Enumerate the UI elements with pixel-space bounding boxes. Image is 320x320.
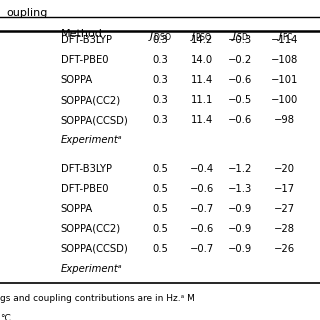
Text: −0.7: −0.7: [189, 244, 214, 254]
Text: −27: −27: [274, 204, 295, 214]
Text: −1.2: −1.2: [228, 164, 252, 173]
Text: gs and coupling contributions are in Hz.ᵃ M: gs and coupling contributions are in Hz.…: [0, 294, 195, 303]
Text: $J_\mathrm{DSO}$: $J_\mathrm{DSO}$: [148, 29, 172, 43]
Text: DFT-B3LYP: DFT-B3LYP: [61, 164, 112, 173]
Text: 14.0: 14.0: [190, 55, 213, 65]
Text: −0.6: −0.6: [228, 75, 252, 85]
Text: Method: Method: [61, 29, 103, 39]
Text: −0.9: −0.9: [228, 224, 252, 234]
Text: −26: −26: [274, 244, 295, 254]
Text: 14.2: 14.2: [190, 35, 213, 45]
Text: −0.4: −0.4: [189, 164, 214, 173]
Text: −0.6: −0.6: [189, 224, 214, 234]
Text: $J_\mathrm{FC}$: $J_\mathrm{FC}$: [276, 29, 293, 43]
Text: −0.6: −0.6: [189, 184, 214, 194]
Text: −0.6: −0.6: [228, 116, 252, 125]
Text: 11.4: 11.4: [190, 116, 213, 125]
Text: Experimentᵃ: Experimentᵃ: [61, 264, 123, 274]
Text: −114: −114: [271, 35, 299, 45]
Text: −0.9: −0.9: [228, 204, 252, 214]
Text: 0.5: 0.5: [152, 224, 168, 234]
Text: $J_\mathrm{PSO}$: $J_\mathrm{PSO}$: [190, 29, 213, 43]
Text: oupling: oupling: [6, 8, 48, 18]
Text: 0.3: 0.3: [152, 116, 168, 125]
Text: SOPPA(CCSD): SOPPA(CCSD): [61, 116, 129, 125]
Text: 0.3: 0.3: [152, 35, 168, 45]
Text: DFT-PBE0: DFT-PBE0: [61, 184, 108, 194]
Text: 0.3: 0.3: [152, 95, 168, 105]
Text: −0.2: −0.2: [228, 55, 252, 65]
Text: −17: −17: [274, 184, 295, 194]
Text: −101: −101: [271, 75, 299, 85]
Text: °C.: °C.: [0, 314, 14, 320]
Text: −0.7: −0.7: [189, 204, 214, 214]
Text: $J_\mathrm{SD}$: $J_\mathrm{SD}$: [231, 29, 249, 43]
Text: 11.1: 11.1: [190, 95, 213, 105]
Text: −0.9: −0.9: [228, 244, 252, 254]
Text: Experimentᵃ: Experimentᵃ: [61, 135, 123, 146]
Text: −1.3: −1.3: [228, 184, 252, 194]
Text: SOPPA(CC2): SOPPA(CC2): [61, 95, 121, 105]
Text: −98: −98: [274, 116, 295, 125]
Text: SOPPA(CCSD): SOPPA(CCSD): [61, 244, 129, 254]
Text: 0.5: 0.5: [152, 184, 168, 194]
Text: DFT-PBE0: DFT-PBE0: [61, 55, 108, 65]
Text: −100: −100: [271, 95, 299, 105]
Text: SOPPA: SOPPA: [61, 204, 93, 214]
Text: −28: −28: [274, 224, 295, 234]
Text: −0.3: −0.3: [228, 35, 252, 45]
Text: DFT-B3LYP: DFT-B3LYP: [61, 35, 112, 45]
Text: SOPPA: SOPPA: [61, 75, 93, 85]
Text: SOPPA(CC2): SOPPA(CC2): [61, 224, 121, 234]
Text: −0.5: −0.5: [228, 95, 252, 105]
Text: −20: −20: [274, 164, 295, 173]
Text: −108: −108: [271, 55, 299, 65]
Text: 0.5: 0.5: [152, 204, 168, 214]
Text: 11.4: 11.4: [190, 75, 213, 85]
Text: 0.3: 0.3: [152, 55, 168, 65]
Text: 0.5: 0.5: [152, 244, 168, 254]
Text: 0.3: 0.3: [152, 75, 168, 85]
Text: 0.5: 0.5: [152, 164, 168, 173]
